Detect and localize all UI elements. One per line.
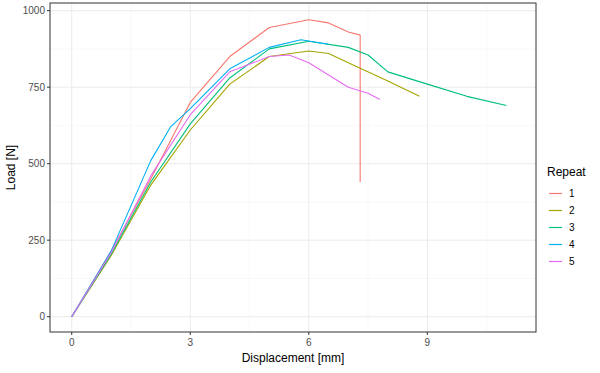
legend-key — [547, 202, 564, 219]
y-tick-label: 500 — [28, 158, 45, 169]
minor-grid-line — [50, 48, 536, 49]
legend-label: 2 — [569, 205, 575, 216]
series-line — [72, 40, 329, 317]
grid-line — [50, 87, 536, 88]
legend-key — [547, 219, 564, 236]
series-line — [72, 41, 507, 316]
legend-key — [547, 236, 564, 253]
x-tick-label: 0 — [69, 337, 75, 348]
legend-swatch — [549, 261, 562, 262]
grid-line — [308, 3, 309, 332]
grid-line — [71, 3, 72, 332]
tick-mark — [427, 332, 428, 335]
tick-mark — [47, 10, 50, 11]
grid-line — [50, 316, 536, 317]
minor-grid-line — [249, 3, 250, 332]
tick-mark — [308, 332, 309, 335]
y-axis-label: Load [N] — [4, 145, 18, 190]
plot-background — [50, 3, 536, 332]
legend-key — [547, 185, 564, 202]
minor-grid-line — [50, 201, 536, 202]
legend-label: 1 — [569, 188, 575, 199]
chart: 0 3 6 9 0 250 500 750 1000 Displacement [mm] Load … — [0, 0, 600, 373]
y-tick-label: 750 — [28, 82, 45, 93]
y-tick-label: 250 — [28, 235, 45, 246]
grid-line — [50, 240, 536, 241]
grid-line — [190, 3, 191, 332]
legend-swatch — [549, 193, 562, 194]
y-tick-label: 0 — [39, 311, 45, 322]
grid-line — [427, 3, 428, 332]
minor-grid-line — [50, 278, 536, 279]
tick-mark — [47, 163, 50, 164]
x-axis-label: Displacement [mm] — [242, 351, 345, 365]
minor-grid-line — [486, 3, 487, 332]
y-tick-label: 1000 — [23, 5, 46, 16]
legend-title: Repeat — [547, 165, 586, 179]
tick-mark — [71, 332, 72, 335]
legend: Repeat 1 2 3 4 5 — [547, 165, 586, 270]
tick-mark — [47, 316, 50, 317]
legend-label: 5 — [569, 256, 575, 267]
panel-border — [50, 3, 536, 332]
tick-mark — [47, 240, 50, 241]
tick-mark — [190, 332, 191, 335]
grid-line — [50, 163, 536, 164]
series-line — [72, 20, 360, 317]
series-line — [72, 51, 420, 317]
minor-grid-line — [131, 3, 132, 332]
x-tick-label: 3 — [187, 337, 193, 348]
grid — [50, 3, 536, 332]
series-group — [72, 20, 507, 317]
minor-grid-line — [50, 125, 536, 126]
legend-label: 3 — [569, 222, 575, 233]
legend-key — [547, 253, 564, 270]
grid-line — [50, 10, 536, 11]
legend-label: 4 — [569, 239, 575, 250]
tick-mark — [47, 87, 50, 88]
minor-grid-line — [368, 3, 369, 332]
x-tick-label: 9 — [425, 337, 431, 348]
series-line — [72, 55, 380, 317]
x-tick-label: 6 — [306, 337, 312, 348]
axes: 0 3 6 9 0 250 500 750 1000 — [23, 5, 431, 348]
legend-swatch — [549, 210, 562, 211]
legend-swatch — [549, 227, 562, 228]
legend-swatch — [549, 244, 562, 245]
